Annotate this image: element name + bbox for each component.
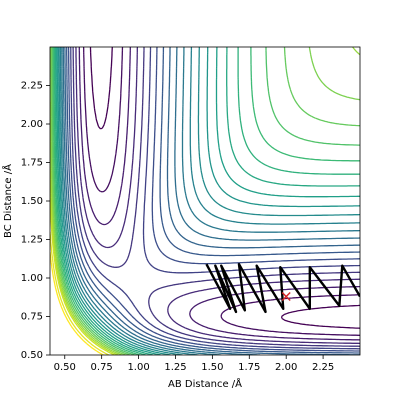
- contour-line: [75, 47, 360, 345]
- contour-line: [54, 47, 360, 355]
- x-tick-label: 1.00: [127, 362, 149, 373]
- y-tick-label: 2.00: [21, 119, 43, 130]
- y-tick-label: 2.25: [21, 81, 43, 92]
- contour-line: [59, 47, 360, 355]
- contour-line: [50, 167, 119, 355]
- contour-line: [57, 47, 360, 355]
- x-axis-label: AB Distance /Å: [168, 377, 242, 390]
- contour-line: [52, 47, 360, 355]
- contour-line: [50, 47, 360, 355]
- x-tick-label: 1.75: [238, 362, 260, 373]
- contour-layer: [50, 47, 360, 355]
- y-tick-label: 0.75: [21, 312, 43, 323]
- contour-line: [64, 47, 360, 355]
- contour-line: [72, 47, 360, 347]
- contour-line: [51, 47, 360, 355]
- y-tick-label: 1.50: [21, 196, 43, 207]
- y-tick-label: 1.00: [21, 273, 43, 284]
- contour-line: [50, 252, 104, 355]
- contour-line: [56, 47, 360, 355]
- x-tick-label: 2.25: [312, 362, 334, 373]
- contour-line: [67, 47, 360, 352]
- y-tick-label: 0.50: [21, 350, 43, 361]
- x-tick-label: 0.50: [54, 362, 76, 373]
- x-tick-label: 2.00: [275, 362, 297, 373]
- contour-line: [50, 47, 360, 355]
- contour-line: [50, 231, 109, 355]
- contour-line: [70, 47, 360, 350]
- contour-line: [61, 47, 360, 355]
- contour-line: [58, 47, 360, 355]
- contour-line: [89, 47, 360, 329]
- x-tick-label: 1.25: [164, 362, 186, 373]
- y-tick-label: 1.25: [21, 235, 43, 246]
- contour-line: [62, 47, 360, 355]
- x-tick-label: 0.75: [91, 362, 113, 373]
- start-marker: [281, 291, 291, 302]
- trajectory: [205, 262, 360, 314]
- x-tick-label: 1.50: [201, 362, 223, 373]
- contour-line: [50, 197, 115, 355]
- y-tick-label: 1.75: [21, 158, 43, 169]
- contour-line: [66, 47, 360, 354]
- contour-line: [53, 47, 360, 355]
- y-axis-label: BC Distance /Å: [1, 164, 14, 238]
